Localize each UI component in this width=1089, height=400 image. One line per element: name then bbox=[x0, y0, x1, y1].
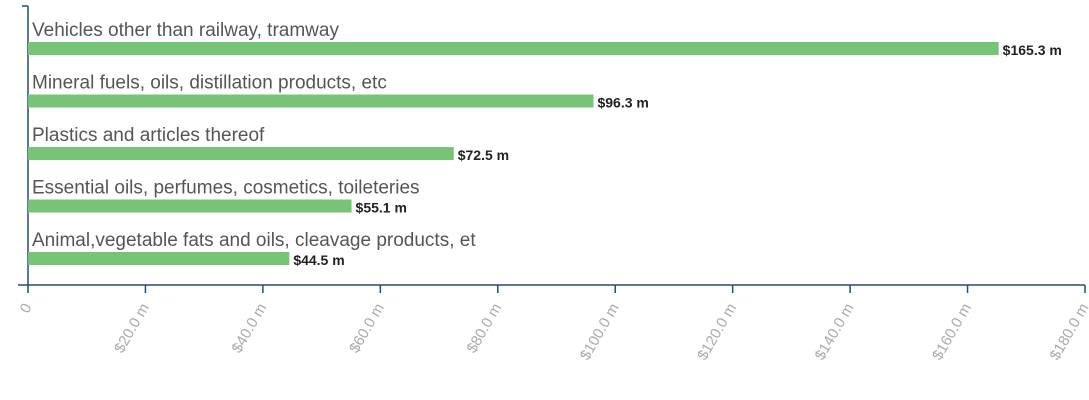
category-label: Essential oils, perfumes, cosmetics, toi… bbox=[32, 178, 420, 199]
value-label: $72.5 m bbox=[458, 147, 509, 163]
x-tick-label: $120.0 m bbox=[694, 301, 740, 364]
bar bbox=[28, 199, 352, 213]
x-tick-label: $140.0 m bbox=[812, 301, 858, 364]
value-label: $44.5 m bbox=[293, 252, 344, 268]
bar bbox=[28, 252, 290, 265]
x-tick-label: $20.0 m bbox=[111, 301, 153, 356]
bar bbox=[28, 42, 999, 55]
x-tick-label: $180.0 m bbox=[1046, 301, 1089, 364]
x-tick-label: $80.0 m bbox=[463, 301, 505, 356]
x-tick-label: $100.0 m bbox=[577, 301, 623, 364]
bar bbox=[28, 94, 594, 108]
category-label: Animal,vegetable fats and oils, cleavage… bbox=[32, 230, 476, 251]
category-label: Mineral fuels, oils, distillation produc… bbox=[32, 73, 387, 94]
x-tick-label: $60.0 m bbox=[346, 301, 388, 356]
x-tick-label: $160.0 m bbox=[929, 301, 975, 364]
value-label: $55.1 m bbox=[356, 200, 407, 216]
x-tick-label: 0 bbox=[17, 301, 36, 317]
value-label: $165.3 m bbox=[1003, 42, 1062, 58]
category-label: Plastics and articles thereof bbox=[32, 125, 265, 146]
bar bbox=[28, 147, 454, 160]
value-label: $96.3 m bbox=[597, 95, 648, 111]
x-tick-label: $40.0 m bbox=[229, 301, 271, 356]
category-label: Vehicles other than railway, tramway bbox=[32, 20, 339, 41]
